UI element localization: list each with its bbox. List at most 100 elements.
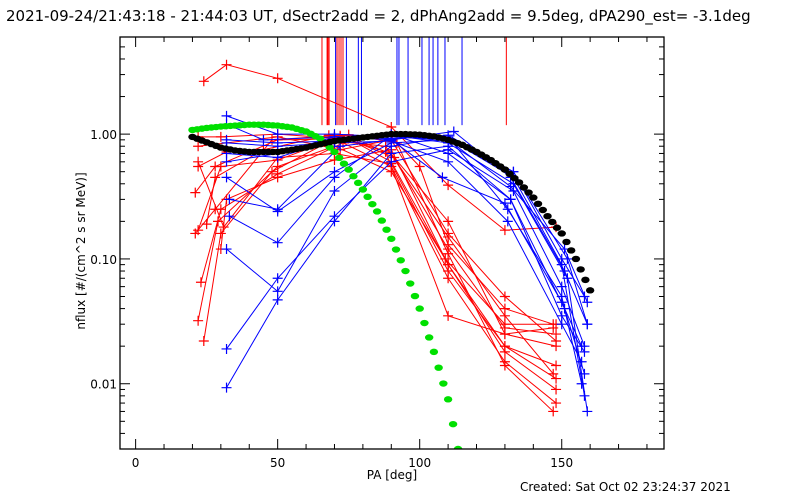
green-curve-dot: [424, 334, 434, 341]
red-data-point: [210, 172, 221, 183]
green-curve-dot: [410, 292, 420, 300]
red-series-line: [197, 152, 557, 379]
blue-data-point: [505, 181, 516, 192]
red-data-point: [380, 146, 391, 157]
red-series-line: [194, 134, 554, 412]
red-data-point: [499, 319, 510, 330]
red-data-point: [499, 291, 510, 302]
green-curve-dot: [382, 226, 391, 233]
blue-data-point: [556, 310, 567, 321]
red-data-point: [193, 141, 204, 152]
red-data-point: [198, 336, 209, 347]
red-data-point: [443, 216, 454, 227]
green-curve-dot: [439, 380, 448, 387]
green-curve-dot: [429, 348, 439, 356]
green-curve-dot: [377, 217, 387, 224]
red-data-point: [443, 259, 454, 270]
x-tick-label: 100: [408, 456, 431, 470]
blue-data-point: [221, 156, 232, 167]
red-data-point: [210, 161, 221, 172]
blue-data-point: [579, 390, 590, 401]
green-curve-dot: [316, 135, 325, 142]
blue-series-line: [226, 139, 588, 303]
blue-data-point: [224, 194, 235, 205]
red-data-point: [443, 180, 454, 191]
blue-data-point: [582, 319, 593, 330]
green-curve-dot: [396, 257, 405, 264]
green-curve-dot: [372, 208, 382, 215]
black-curve-dot: [576, 266, 585, 273]
red-data-point: [272, 172, 283, 183]
red-data-point: [551, 398, 562, 409]
red-data-point: [272, 73, 283, 84]
blue-data-point: [329, 166, 340, 177]
red-data-point: [499, 346, 510, 357]
blue-data-point: [582, 297, 593, 308]
green-curve-dot: [349, 173, 358, 180]
plot-area: [188, 37, 595, 449]
red-series-line: [197, 145, 557, 325]
green-curve-dot: [330, 148, 339, 156]
green-curve-dot: [363, 193, 372, 201]
blue-data-point: [443, 156, 454, 167]
black-curve-dot: [533, 200, 543, 207]
blue-data-point: [556, 259, 567, 270]
blue-data-point: [272, 129, 283, 140]
red-data-point: [548, 319, 559, 330]
green-curve-dot: [434, 364, 443, 371]
blue-series-line: [226, 145, 585, 388]
black-curve-dot: [543, 212, 552, 220]
red-data-point: [551, 384, 562, 395]
red-data-point: [221, 59, 232, 70]
blue-series-line: [226, 115, 585, 297]
green-curve-dot: [415, 305, 424, 312]
x-tick-label: 150: [550, 456, 573, 470]
blue-data-point: [443, 148, 454, 159]
blue-series-line: [226, 149, 585, 350]
black-curve-dot: [552, 224, 562, 231]
blue-data-point: [576, 341, 587, 352]
blue-data-point: [579, 346, 590, 357]
blue-data-point: [221, 172, 232, 183]
black-curve-dot: [510, 174, 519, 182]
black-curve-dot: [581, 276, 590, 284]
y-tick-label: 0.10: [90, 253, 117, 267]
black-curve-dot: [519, 184, 529, 191]
x-axis-label: PA [deg]: [367, 468, 417, 482]
green-curve-dot: [401, 267, 410, 275]
chart-title: 2021-09-24/21:43:18 - 21:44:03 UT, dSect…: [6, 7, 751, 25]
blue-data-point: [499, 198, 510, 209]
blue-data-point: [505, 194, 516, 205]
red-data-point: [551, 360, 562, 371]
black-curve-dot: [548, 218, 557, 226]
blue-data-point: [502, 216, 513, 227]
red-data-point: [443, 310, 454, 321]
red-data-point: [499, 225, 510, 236]
red-series-line: [198, 133, 554, 335]
blue-data-point: [448, 126, 459, 137]
black-curve-dot: [529, 194, 538, 201]
green-curve-dot: [443, 396, 453, 403]
red-data-point: [190, 228, 201, 239]
black-curve-dot: [505, 170, 514, 178]
blue-data-point: [582, 406, 593, 417]
red-data-point: [499, 329, 510, 340]
green-curve-dot: [353, 179, 363, 187]
green-curve-dot: [453, 445, 463, 449]
red-data-point: [195, 277, 206, 288]
blue-data-point: [221, 382, 232, 393]
created-timestamp: Created: Sat Oct 02 23:24:37 2021: [520, 480, 731, 494]
blue-data-point: [556, 319, 567, 330]
green-curve-dot: [335, 154, 344, 162]
plot-frame: [119, 36, 665, 450]
y-axis-label: nflux [#/(cm^2 s sr MeV)]: [74, 172, 88, 329]
blue-data-point: [272, 286, 283, 297]
blue-data-point: [562, 253, 573, 264]
green-curve-dot: [344, 166, 353, 173]
blue-data-point: [386, 156, 397, 167]
blue-data-point: [559, 266, 570, 277]
red-data-point: [414, 161, 425, 172]
x-tick-label: 50: [270, 456, 285, 470]
black-curve-dot: [557, 230, 566, 237]
green-curve-dot: [339, 160, 349, 167]
